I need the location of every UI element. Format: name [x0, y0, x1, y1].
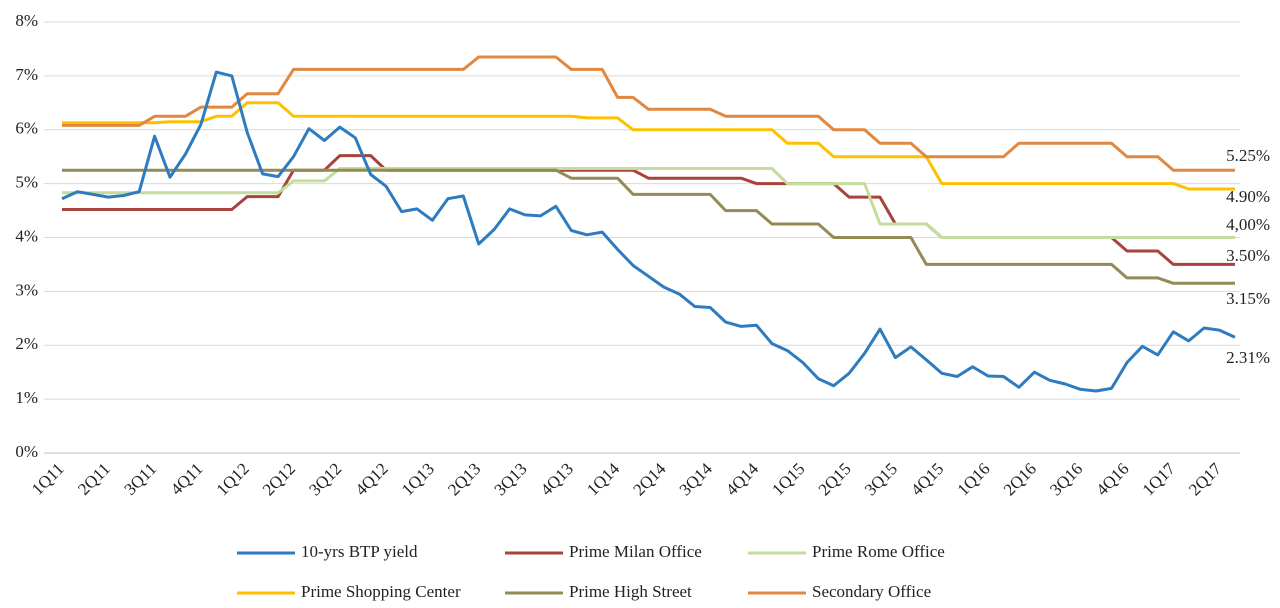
series-line — [62, 55, 1235, 172]
x-tick-label: 3Q11 — [120, 459, 160, 499]
x-tick-label: 4Q12 — [352, 459, 392, 499]
series-line — [62, 167, 1235, 239]
series-line — [62, 168, 1235, 285]
x-tick-label: 3Q15 — [861, 459, 901, 499]
x-tick-label: 3Q13 — [490, 459, 530, 499]
y-tick-label: 4% — [15, 226, 38, 245]
end-label: 3.50% — [1226, 246, 1270, 265]
x-tick-label: 3Q12 — [305, 459, 345, 499]
x-tick-label: 1Q11 — [28, 459, 68, 499]
y-tick-label: 2% — [15, 334, 38, 353]
x-tick-label: 2Q13 — [444, 459, 484, 499]
x-tick-label: 2Q11 — [74, 459, 114, 499]
legend-label: Prime Shopping Center — [301, 582, 461, 601]
x-tick-label: 4Q16 — [1092, 459, 1132, 499]
y-tick-label: 1% — [15, 388, 38, 407]
x-tick-label: 3Q14 — [676, 459, 717, 500]
x-tick-label: 3Q16 — [1046, 459, 1086, 499]
end-label: 5.25% — [1226, 146, 1270, 165]
x-tick-label: 1Q17 — [1139, 459, 1180, 500]
end-label: 4.90% — [1226, 187, 1270, 206]
x-tick-label: 1Q12 — [213, 459, 253, 499]
x-tick-label: 1Q15 — [768, 459, 808, 499]
x-tick-label: 2Q12 — [259, 459, 299, 499]
y-tick-label: 3% — [15, 280, 38, 299]
legend-label: Prime High Street — [569, 582, 692, 601]
x-tick-label: 1Q16 — [953, 459, 993, 499]
legend-label: Secondary Office — [812, 582, 931, 601]
end-label: 4,00% — [1226, 215, 1270, 234]
y-tick-label: 6% — [15, 119, 38, 138]
y-tick-label: 5% — [15, 173, 38, 192]
legend-label: 10-yrs BTP yield — [301, 542, 418, 561]
x-tick-label: 4Q13 — [537, 459, 577, 499]
legend-label: Prime Rome Office — [812, 542, 945, 561]
x-tick-label: 2Q15 — [815, 459, 855, 499]
x-tick-label: 1Q14 — [583, 459, 624, 500]
x-tick-label: 4Q14 — [722, 459, 763, 500]
y-tick-label: 8% — [15, 11, 38, 30]
series-line — [62, 154, 1235, 266]
x-tick-label: 2Q14 — [629, 459, 670, 500]
x-tick-label: 2Q16 — [1000, 459, 1040, 499]
x-tick-label: 4Q15 — [907, 459, 947, 499]
legend-label: Prime Milan Office — [569, 542, 702, 561]
x-tick-label: 1Q13 — [398, 459, 438, 499]
series-line — [61, 70, 1236, 393]
x-tick-label: 4Q11 — [167, 459, 207, 499]
series-line — [62, 101, 1235, 191]
x-tick-label: 2Q17 — [1185, 459, 1226, 500]
y-tick-label: 7% — [15, 65, 38, 84]
end-label: 3.15% — [1226, 289, 1270, 308]
end-label: 2.31% — [1226, 348, 1270, 367]
y-tick-label: 0% — [15, 442, 38, 461]
